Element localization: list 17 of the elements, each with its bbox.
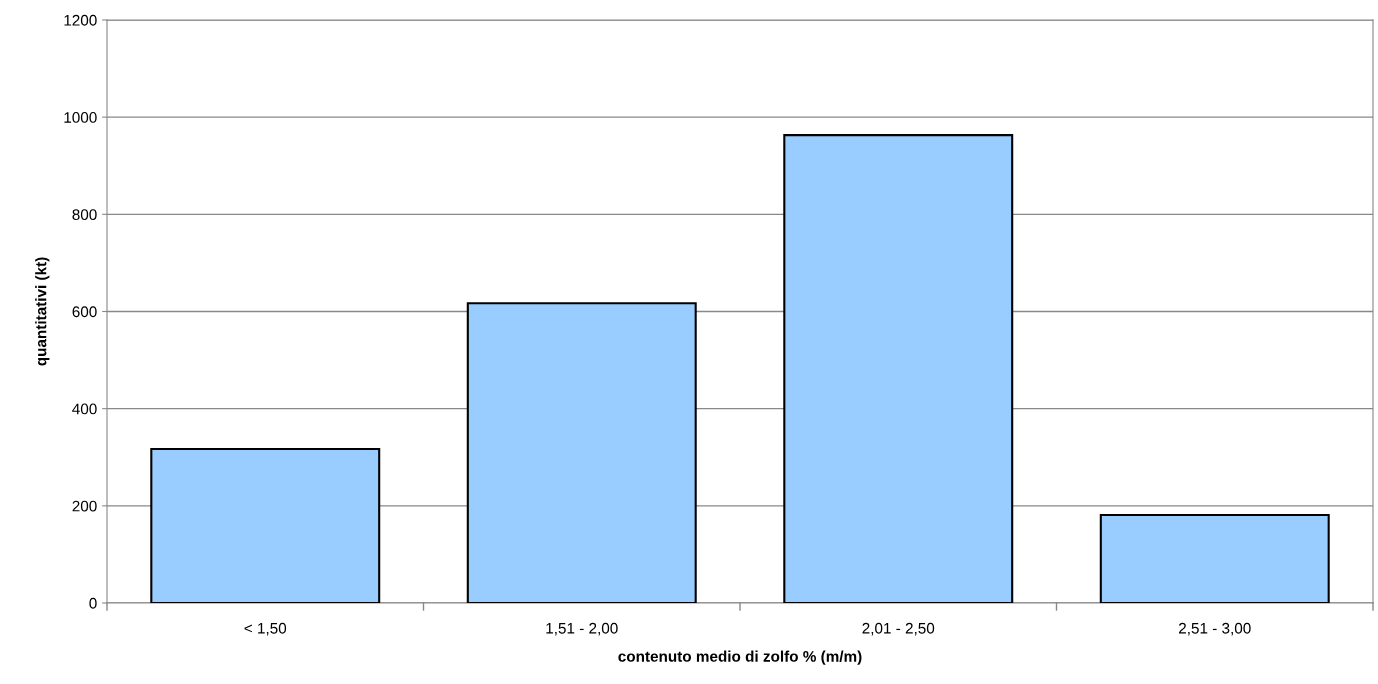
y-tick-label: 1200 xyxy=(64,14,97,26)
y-tick-label: 800 xyxy=(72,209,97,221)
bar xyxy=(466,302,697,603)
x-tick-label: 2,01 - 2,50 xyxy=(862,622,935,636)
bar xyxy=(150,447,381,603)
y-axis-title: quantitativi (kt) xyxy=(35,257,50,366)
x-axis-title: contenuto medio di zolfo % (m/m) xyxy=(618,650,862,665)
x-tick-label: 1,51 - 2,00 xyxy=(546,622,618,636)
y-tick-label: 200 xyxy=(72,500,97,512)
x-tick-label: 2,51 - 3,00 xyxy=(1179,622,1251,636)
bar xyxy=(783,134,1014,603)
x-tick-label: < 1,50 xyxy=(244,622,287,636)
bar xyxy=(1099,514,1330,603)
y-tick-label: 600 xyxy=(72,306,97,318)
y-tick-label: 1000 xyxy=(64,112,97,123)
y-tick-label: 0 xyxy=(89,597,97,609)
y-tick-label: 400 xyxy=(72,403,97,415)
